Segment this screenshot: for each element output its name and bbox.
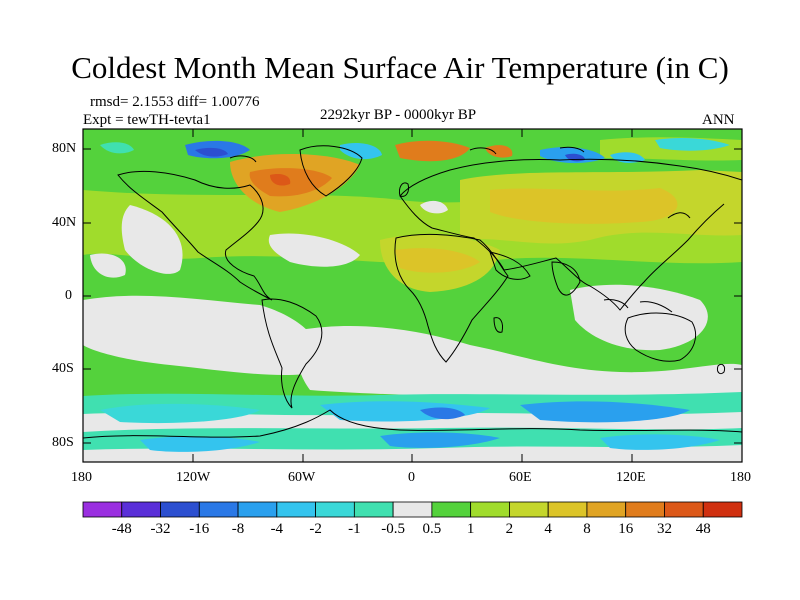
stats-text: rmsd= 2.1553 diff= 1.00776: [90, 94, 260, 110]
colorbar-box: [431, 501, 472, 518]
colorbar-box: [586, 501, 627, 518]
lon-label: 60W: [288, 470, 316, 485]
colorbar-label: -4: [270, 521, 284, 537]
colorbar-box: [547, 501, 588, 518]
colorbar-label: 32: [656, 521, 672, 537]
lat-label: 40N: [52, 215, 77, 230]
period-label: 2292kyr BP - 0000kyr BP: [320, 107, 477, 123]
lon-label: 180: [71, 470, 92, 485]
colorbar-label: 1: [466, 521, 475, 537]
season-label: ANN: [702, 112, 735, 128]
colorbar-label: 48: [695, 521, 711, 537]
map-title: Coldest Month Mean Surface Air Temperatu…: [71, 50, 729, 85]
colorbar-box: [509, 501, 549, 518]
colorbar-box: [121, 501, 161, 518]
colorbar-box: [82, 501, 123, 518]
lat-label: 40S: [52, 361, 74, 376]
colorbar-label: -48: [111, 521, 132, 537]
colorbar-label: -8: [231, 521, 245, 537]
colorbar-label: -1: [348, 521, 361, 537]
longitude-ticks: [82, 129, 743, 462]
lon-label: 120W: [176, 470, 211, 485]
colorbar-label: 4: [544, 521, 552, 537]
lat-label: 0: [65, 288, 72, 303]
colorbar-box: [702, 501, 743, 518]
colorbar-box: [160, 501, 200, 518]
lon-label: 60E: [509, 470, 532, 485]
colorbar-box: [276, 501, 316, 518]
colorbar-label: -0.5: [381, 521, 405, 537]
colorbar-box: [315, 501, 355, 518]
latitude-ticks: [83, 148, 742, 444]
colorbar-box: [470, 501, 510, 518]
lon-label: 0: [408, 470, 415, 485]
colorbar-label: 0.5: [422, 521, 442, 537]
colorbar-label: 8: [583, 521, 591, 537]
lat-label: 80N: [52, 141, 77, 156]
colorbar-box: [198, 501, 239, 518]
colorbar: [82, 501, 743, 518]
colorbar-box: [625, 501, 665, 518]
colorbar-box: [392, 501, 433, 518]
colorbar-box: [664, 501, 704, 518]
lon-label: 180: [730, 470, 751, 485]
colorbar-box: [353, 501, 394, 518]
colorbar-label: -16: [189, 521, 210, 537]
experiment-label: Expt = tewTH-tevta1: [83, 112, 211, 128]
lon-label: 120E: [616, 470, 646, 485]
colorbar-label: 2: [505, 521, 514, 537]
colorbar-label: -32: [150, 521, 171, 537]
coastlines: [83, 145, 742, 439]
colorbar-box: [237, 501, 278, 518]
colorbar-label: -2: [309, 521, 322, 537]
lat-label: 80S: [52, 435, 74, 450]
temperature-field: [83, 129, 742, 462]
colorbar-label: 16: [618, 521, 634, 537]
